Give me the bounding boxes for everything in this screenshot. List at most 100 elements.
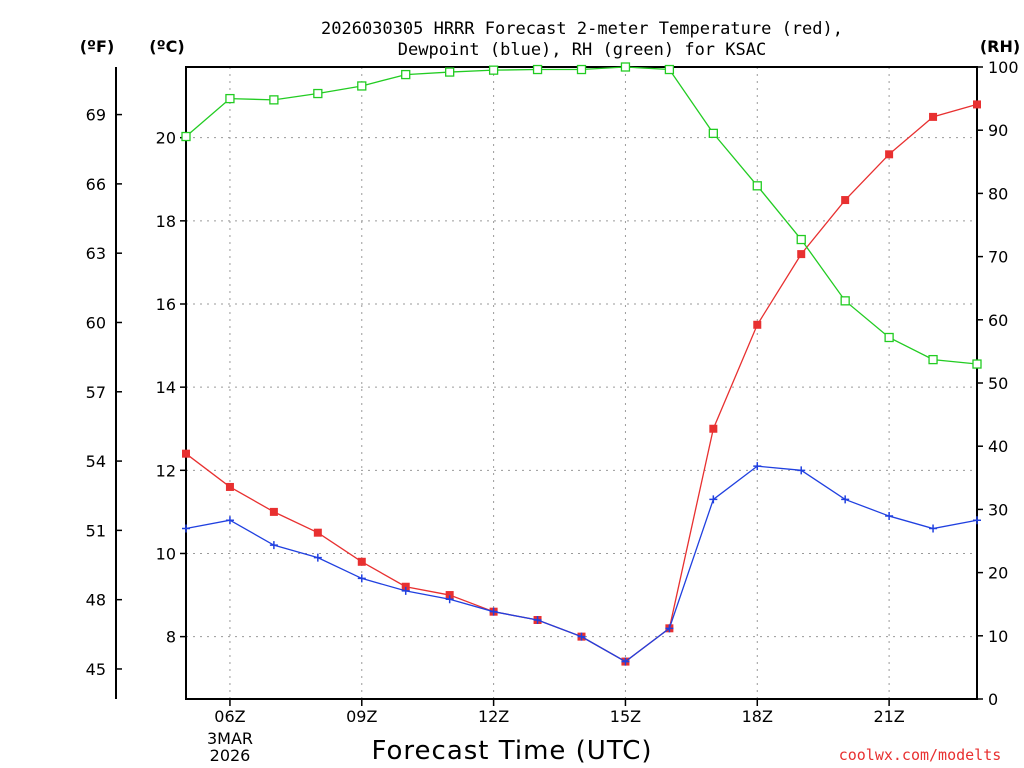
fahrenheit-tick-label: 48 — [86, 591, 106, 610]
celsius-tick-label: 12 — [156, 461, 176, 480]
fahrenheit-tick-label: 60 — [86, 313, 106, 332]
fahrenheit-tick-label: 45 — [86, 660, 106, 679]
fahrenheit-axis-unit: (ºF) — [80, 37, 115, 56]
data-point — [313, 553, 322, 562]
rh-tick-label: 20 — [988, 564, 1008, 583]
rh-tick-label: 50 — [988, 374, 1008, 393]
series-2-meter-temperature — [182, 100, 981, 666]
data-point — [313, 88, 323, 99]
data-point — [357, 81, 367, 91]
rh-tick-label: 80 — [988, 184, 1008, 203]
data-point — [357, 557, 366, 566]
x-tick-label: 18Z — [742, 707, 773, 726]
data-point — [796, 234, 806, 245]
data-point — [973, 516, 981, 525]
data-point — [709, 424, 718, 433]
series-line — [185, 103, 978, 663]
data-point — [489, 607, 498, 616]
data-point — [885, 150, 894, 159]
data-point — [753, 462, 762, 471]
x-date-label-month: 3MAR — [207, 729, 253, 748]
tick-labels: 06Z 09Z 12Z 15Z 18Z 21Z 8 10 12 14 16 18 20 45 48 51 54 5… — [86, 58, 1019, 726]
axes — [115, 66, 983, 706]
gridlines — [186, 67, 977, 699]
data-point — [708, 128, 718, 139]
data-point — [269, 541, 278, 550]
data-point — [532, 64, 543, 75]
chart-title-line2: Dewpoint (blue), RH (green) for KSAC — [398, 40, 766, 60]
data-point — [533, 616, 542, 624]
data-point — [841, 495, 850, 504]
rh-axis-unit: (RH) — [980, 37, 1020, 56]
data-point — [665, 624, 674, 633]
data-point — [928, 354, 938, 365]
rh-tick-label: 30 — [988, 500, 1008, 519]
fahrenheit-tick-label: 57 — [86, 383, 106, 402]
data-point — [884, 332, 894, 343]
data-point — [181, 131, 191, 142]
celsius-tick-label: 16 — [156, 295, 176, 314]
data-point — [840, 296, 850, 306]
data-point — [401, 69, 411, 80]
fahrenheit-tick-label: 63 — [86, 244, 106, 263]
data-point — [357, 574, 366, 583]
fahrenheit-tick-label: 66 — [86, 175, 106, 194]
series-line — [185, 66, 978, 365]
data-point — [752, 181, 762, 191]
data-point — [401, 586, 410, 595]
fahrenheit-tick-label: 69 — [86, 106, 106, 125]
x-date-label-year: 2026 — [210, 746, 251, 765]
data-point — [225, 516, 234, 525]
chart-title-line1: 2026030305 HRRR Forecast 2-meter Tempera… — [321, 19, 843, 39]
celsius-tick-label: 8 — [166, 628, 176, 647]
data-point — [401, 582, 410, 591]
data-point — [885, 512, 894, 521]
data-point — [797, 250, 806, 259]
data-point — [577, 632, 586, 641]
rh-tick-label: 70 — [988, 248, 1008, 267]
x-tick-label: 21Z — [873, 707, 904, 726]
rh-tick-label: 90 — [988, 121, 1008, 140]
fahrenheit-tick-label: 51 — [86, 521, 106, 540]
fahrenheit-tick-label: 54 — [86, 452, 106, 471]
credit-link[interactable]: coolwx.com/modelts — [839, 746, 1002, 764]
data-point — [929, 112, 938, 121]
data-point — [664, 64, 675, 75]
data-point — [225, 93, 235, 104]
data-point — [445, 67, 455, 77]
data-point — [841, 196, 850, 205]
x-tick-label: 06Z — [214, 707, 245, 726]
data-point — [797, 466, 806, 475]
data-point — [709, 495, 718, 504]
x-tick-label: 12Z — [478, 707, 509, 726]
data-point — [445, 591, 454, 600]
plot-frame — [185, 66, 978, 700]
data-point — [488, 65, 499, 75]
rh-tick-label: 0 — [988, 690, 998, 709]
x-axis-label: Forecast Time (UTC) — [371, 736, 652, 766]
series-rh — [181, 62, 982, 369]
rh-tick-label: 100 — [988, 58, 1019, 77]
data-point — [972, 359, 982, 369]
celsius-tick-label: 14 — [156, 378, 176, 397]
data-point — [269, 507, 278, 516]
data-point — [929, 524, 938, 533]
rh-tick-label: 60 — [988, 311, 1008, 330]
data-point — [445, 595, 454, 604]
series-dewpoint — [182, 462, 981, 666]
data-series — [181, 62, 982, 666]
x-tick-label: 15Z — [610, 707, 641, 726]
x-tick-label: 09Z — [346, 707, 377, 726]
data-point — [182, 524, 190, 533]
celsius-axis-unit: (ºC) — [149, 37, 184, 56]
data-point — [269, 95, 279, 105]
data-point — [620, 62, 631, 72]
data-point — [182, 449, 190, 458]
data-point — [576, 64, 587, 75]
rh-tick-label: 40 — [988, 437, 1008, 456]
data-point — [753, 320, 762, 329]
series-line — [185, 465, 978, 663]
data-point — [621, 657, 630, 666]
data-point — [973, 100, 981, 109]
